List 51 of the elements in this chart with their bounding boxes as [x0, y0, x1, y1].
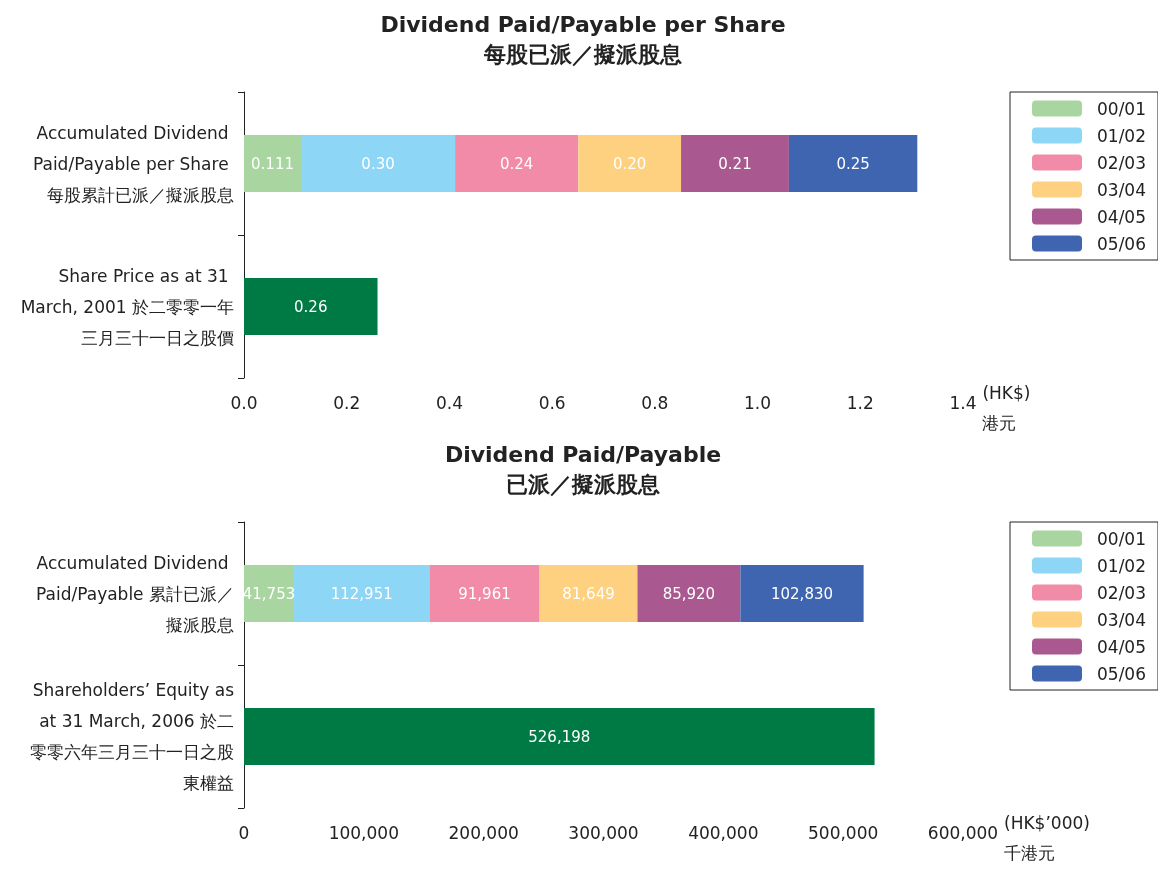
legend-label: 03/04 [1097, 609, 1147, 630]
legend-label: 01/02 [1097, 125, 1147, 146]
data-label: 0.25 [836, 154, 870, 173]
x-tick-label: 0.6 [538, 392, 566, 413]
legend-label: 05/06 [1097, 233, 1147, 254]
data-label: 0.26 [294, 297, 328, 316]
data-label: 526,198 [528, 727, 591, 746]
x-axis-title: (HK$’000) 千港元 [1004, 813, 1090, 863]
chart-subtitle: 已派／擬派股息 [506, 471, 660, 497]
x-tick-label: 0.0 [230, 392, 258, 413]
data-label: 81,649 [562, 584, 615, 603]
x-tick-label: 0.8 [641, 392, 669, 413]
data-label: 0.21 [718, 154, 752, 173]
legend-label: 04/05 [1097, 206, 1147, 227]
data-label: 0.24 [500, 154, 534, 173]
chart-title: Dividend Paid/Payable [444, 441, 722, 467]
legend-label: 02/03 [1097, 582, 1147, 603]
x-tick-label: 1.0 [744, 392, 772, 413]
x-tick-label: 600,000 [927, 822, 999, 843]
data-label: 41,753 [242, 584, 296, 603]
data-label: 85,920 [662, 584, 716, 603]
y-tick-label: Shareholders’ Equity as at 31 March, 2006 於二零零六年三月三十一日之股東權益 [30, 680, 235, 793]
data-label: 0.111 [251, 154, 294, 173]
y-tick-label: Accumulated Dividend Paid/Payable 累計已派／擬派股息 [36, 552, 234, 635]
chart-title: Dividend Paid/Payable per Share [380, 11, 786, 37]
x-tick-label: 300,000 [568, 822, 639, 843]
data-label: 0.20 [612, 154, 647, 173]
y-tick-label: Share Price as at 31 March, 2001 於二零零一年三月三十一日之股價 [20, 265, 234, 348]
x-tick-label: 200,000 [448, 822, 519, 843]
legend-label: 05/06 [1097, 663, 1147, 684]
x-tick-label: 0 [238, 822, 250, 843]
x-tick-label: 400,000 [688, 822, 759, 843]
data-label: 112,951 [330, 584, 393, 603]
data-label: 91,961 [458, 584, 511, 603]
chart-subtitle: 每股已派／擬派股息 [483, 41, 682, 67]
x-axis-title: (HK$) 港元 [982, 383, 1031, 433]
x-tick-label: 100,000 [328, 822, 399, 843]
legend-label: 00/01 [1097, 528, 1147, 549]
y-tick-label: Accumulated Dividend Paid/Payable per Share 每股累計已派／擬派股息 [32, 122, 234, 205]
legend-label: 00/01 [1097, 98, 1147, 119]
data-label: 102,830 [770, 584, 834, 603]
legend-label: 03/04 [1097, 179, 1147, 200]
x-tick-label: 0.4 [435, 392, 463, 413]
x-tick-label: 1.4 [949, 392, 977, 413]
legend-label: 01/02 [1097, 555, 1147, 576]
x-tick-label: 0.2 [333, 392, 361, 413]
x-tick-label: 1.2 [846, 392, 874, 413]
x-tick-label: 500,000 [808, 822, 879, 843]
legend-label: 04/05 [1097, 636, 1147, 657]
data-label: 0.30 [361, 154, 395, 173]
legend-label: 02/03 [1097, 152, 1147, 173]
